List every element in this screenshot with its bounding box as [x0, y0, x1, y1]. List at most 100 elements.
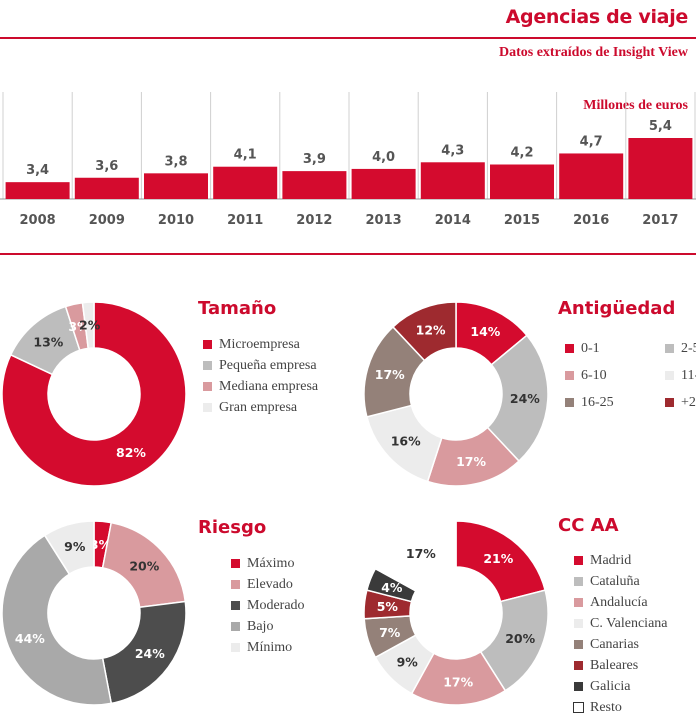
legend-item-bajo: Bajo: [231, 616, 305, 637]
legend-label: C. Valenciana: [590, 615, 668, 631]
legend-item-microempresa: Microempresa: [203, 334, 318, 355]
legend-swatch: [231, 601, 240, 610]
title-rule: [0, 37, 696, 39]
legend-label: Andalucía: [590, 594, 648, 610]
legend-swatch: [231, 643, 240, 652]
x-tick-label: 2008: [20, 213, 56, 228]
slice-label: 17%: [443, 674, 473, 689]
bar-value-label: 4,3: [441, 143, 464, 158]
bar-2015: [490, 164, 554, 199]
slice-label: 7%: [379, 625, 401, 640]
legend-item-galicia: Galicia: [574, 676, 668, 697]
bar-2014: [420, 162, 485, 199]
legend-label: Cataluña: [590, 573, 640, 589]
legend-label: Canarias: [590, 636, 639, 652]
tamano-legend: Microempresa Pequeña empresa Mediana empre…: [203, 334, 318, 418]
legend-item-baleares: Baleares: [574, 655, 668, 676]
legend-label: Elevado: [247, 576, 293, 592]
ccaa-donut: 21% 20% 17% 9% 7% 5% 4% 17%: [363, 520, 549, 706]
legend-item-6-10: 6-10: [565, 365, 665, 386]
ccaa-title: CC AA: [558, 515, 619, 536]
bar-value-label: 5,4: [649, 119, 672, 134]
bar-2011: [213, 166, 278, 199]
legend-swatch: [574, 577, 583, 586]
legend-swatch: [203, 340, 212, 349]
slice-label: 5%: [377, 599, 399, 614]
slice-label: 17%: [375, 367, 405, 382]
legend-item-andalucia: Andalucía: [574, 592, 668, 613]
slice-bajo: [1, 534, 113, 706]
slice-label: 16%: [391, 434, 421, 449]
riesgo-donut: 3%20%24%44%9%: [1, 520, 187, 706]
bar-2012: [282, 171, 347, 199]
page-title: Agencias de viaje: [505, 6, 689, 28]
source-subtitle: Datos extraídos de Insight View: [498, 45, 688, 60]
slice-madrid: [455, 520, 547, 603]
riesgo-title: Riesgo: [198, 517, 267, 538]
legend-label: Galicia: [590, 678, 631, 694]
x-tick-label: 2015: [504, 213, 540, 228]
riesgo-legend: Máximo Elevado Moderado Bajo Mínimo: [231, 553, 305, 658]
legend-item-25: +25: [665, 392, 696, 413]
slice-label: 21%: [483, 551, 513, 566]
bar-2017: [628, 138, 693, 199]
slice-minimo: [43, 520, 95, 576]
legend-swatch: [574, 682, 583, 691]
legend-swatch: [231, 580, 240, 589]
slice-label: 14%: [470, 324, 500, 339]
legend-label: Resto: [590, 699, 622, 715]
bar-2016: [559, 153, 624, 199]
bar-2010: [144, 173, 208, 199]
legend-label: Máximo: [247, 555, 295, 571]
x-tick-label: 2017: [642, 213, 678, 228]
slice-2-5: [486, 334, 549, 463]
slice-label: 9%: [64, 539, 86, 554]
legend-label: 16-25: [581, 394, 614, 410]
legend-label: Microempresa: [219, 336, 300, 352]
legend-swatch: [665, 344, 674, 353]
legend-item-0-1: 0-1: [565, 338, 665, 359]
legend-item-gran-empresa: Gran empresa: [203, 397, 318, 418]
section-rule: [0, 253, 696, 255]
slice-resto: [374, 520, 457, 592]
legend-label: Pequeña empresa: [219, 357, 317, 373]
legend-swatch: [573, 702, 584, 713]
slice-label: 9%: [397, 654, 419, 669]
tamano-donut: 82%13%3%2%: [1, 301, 187, 487]
legend-swatch: [574, 661, 583, 670]
x-tick-label: 2012: [296, 213, 332, 228]
legend-swatch: [665, 371, 674, 380]
legend-label: 11-15: [681, 367, 696, 383]
slice-label: 24%: [135, 646, 165, 661]
slice-label: 24%: [510, 391, 540, 406]
legend-swatch: [203, 361, 212, 370]
legend-item-cataluna: Cataluña: [574, 571, 668, 592]
tamano-title: Tamaño: [198, 298, 277, 319]
slice-moderado: [101, 600, 187, 705]
antiguedad-title: Antigüedad: [558, 298, 676, 319]
legend-label: Bajo: [247, 618, 274, 634]
legend-label: Mediana empresa: [219, 378, 319, 394]
legend-swatch: [574, 619, 583, 628]
legend-item-moderado: Moderado: [231, 595, 305, 616]
slice-label: 17%: [406, 546, 436, 561]
legend-item-elevado: Elevado: [231, 574, 305, 595]
legend-item-canarias: Canarias: [574, 634, 668, 655]
legend-item-c-valenciana: C. Valenciana: [574, 613, 668, 634]
antiguedad-legend: 0-1 2-5 6-10 11-15 16-25 +25: [565, 338, 696, 413]
legend-label: 6-10: [581, 367, 607, 383]
unit-label: Millones de euros: [583, 98, 688, 113]
x-tick-label: 2010: [158, 213, 194, 228]
legend-swatch: [665, 398, 674, 407]
legend-label: Gran empresa: [219, 399, 298, 415]
slice-gran-empresa: [81, 301, 95, 350]
slice-label: 17%: [456, 454, 486, 469]
legend-swatch: [574, 556, 583, 565]
legend-label: Baleares: [590, 657, 639, 673]
x-tick-label: 2013: [366, 213, 402, 228]
bar-2009: [74, 177, 139, 199]
legend-label: Moderado: [247, 597, 305, 613]
legend-item-madrid: Madrid: [574, 550, 668, 571]
slice-25: [391, 301, 457, 362]
legend-item-resto: Resto: [573, 697, 668, 718]
